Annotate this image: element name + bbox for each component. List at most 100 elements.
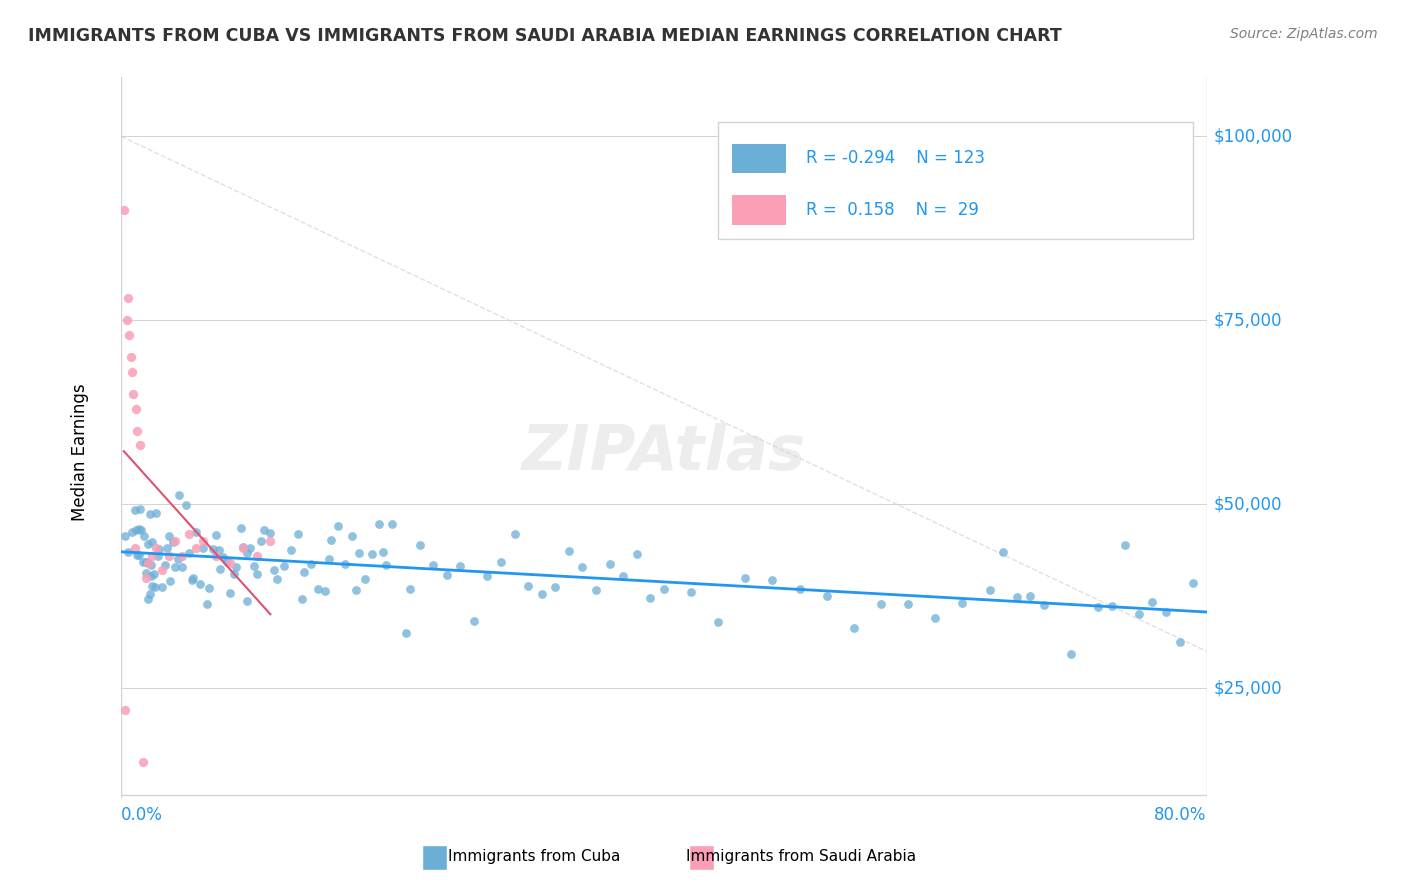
Point [177,526,200,541]
Point [191,533,214,548]
Point [135,555,157,569]
Point [177,546,200,560]
Point [112,202,135,217]
Point [205,549,228,563]
Point [246,549,269,563]
Point [449,559,471,574]
Point [321,533,343,547]
Point [1005,591,1028,605]
Point [115,313,138,327]
Point [181,571,204,585]
Point [347,546,370,560]
Point [477,569,499,583]
Point [122,386,145,401]
Point [1168,634,1191,648]
Point [1128,607,1150,621]
Point [145,506,167,520]
Point [114,703,136,717]
Point [436,568,458,582]
Point [679,585,702,599]
Point [141,579,163,593]
Text: Immigrants from Saudi Arabia: Immigrants from Saudi Arabia [686,849,917,863]
Point [870,598,893,612]
Point [924,610,946,624]
Point [117,545,139,559]
Point [266,572,288,586]
Point [141,549,163,563]
Point [544,580,567,594]
Point [157,529,180,543]
Point [463,614,485,628]
Text: $100,000: $100,000 [1213,128,1292,145]
Text: 80.0%: 80.0% [1154,805,1206,824]
Point [184,524,207,539]
Point [1142,595,1164,609]
Point [157,549,180,563]
Point [585,583,607,598]
Point [314,584,336,599]
Point [232,541,254,556]
Point [134,529,156,543]
Point [789,582,811,596]
Point [290,592,312,607]
Point [263,563,285,577]
Point [165,560,187,574]
Point [307,582,329,596]
Point [195,597,218,611]
Point [761,574,783,588]
Bar [731,144,786,173]
Point [503,526,526,541]
Point [259,533,281,548]
Point [117,291,139,305]
Point [243,559,266,574]
Point [129,438,152,452]
Point [125,401,148,416]
Point [333,557,356,571]
Point [1154,605,1177,619]
Point [121,365,143,379]
Point [125,523,148,537]
Point [198,581,221,595]
Point [141,535,163,549]
Point [991,545,1014,559]
Point [191,541,214,555]
Point [229,521,252,535]
Point [361,547,384,561]
Bar [731,195,786,225]
Point [114,529,136,543]
Text: 0.0%: 0.0% [121,805,163,824]
Point [146,549,169,564]
Point [408,538,430,552]
Point [239,541,262,555]
Point [252,523,274,537]
Point [128,522,150,536]
Point [167,552,190,566]
Point [652,582,675,596]
Point [1032,599,1054,613]
Point [225,560,247,574]
Point [707,615,730,629]
Point [222,566,245,581]
Point [318,552,340,566]
Point [145,541,167,556]
Point [218,586,240,600]
Point [287,526,309,541]
Point [150,563,173,577]
Text: $50,000: $50,000 [1213,495,1282,513]
Text: IMMIGRANTS FROM CUBA VS IMMIGRANTS FROM SAUDI ARABIA MEDIAN EARNINGS CORRELATION: IMMIGRANTS FROM CUBA VS IMMIGRANTS FROM … [28,27,1062,45]
Point [422,558,444,572]
Point [127,424,149,438]
Point [1087,600,1109,615]
Point [368,517,391,532]
Point [120,350,142,364]
Point [169,488,191,502]
Point [489,555,512,569]
Point [612,568,634,582]
Point [129,501,152,516]
Point [1101,599,1123,613]
Point [215,555,238,569]
Point [273,559,295,574]
Point [139,558,162,572]
Text: Median Earnings: Median Earnings [72,384,90,522]
Point [172,560,194,574]
